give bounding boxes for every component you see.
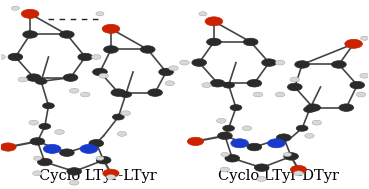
Circle shape: [113, 114, 124, 120]
Circle shape: [33, 171, 42, 176]
Circle shape: [93, 68, 107, 76]
Circle shape: [205, 17, 223, 26]
Circle shape: [345, 39, 362, 48]
Circle shape: [106, 175, 116, 180]
Circle shape: [223, 82, 234, 88]
Circle shape: [312, 120, 322, 125]
Circle shape: [96, 156, 104, 160]
Circle shape: [287, 83, 302, 91]
Circle shape: [78, 53, 93, 61]
Circle shape: [117, 132, 127, 136]
Circle shape: [247, 143, 262, 151]
Circle shape: [225, 155, 239, 162]
Circle shape: [111, 89, 126, 96]
Circle shape: [306, 104, 321, 111]
Circle shape: [243, 38, 258, 46]
Circle shape: [148, 89, 162, 96]
Circle shape: [67, 168, 82, 175]
Circle shape: [80, 144, 98, 153]
Circle shape: [284, 153, 299, 160]
Circle shape: [290, 77, 300, 82]
Circle shape: [63, 74, 78, 81]
Circle shape: [99, 73, 108, 78]
Circle shape: [69, 88, 79, 93]
Circle shape: [11, 6, 20, 10]
Circle shape: [275, 60, 285, 65]
Circle shape: [350, 81, 365, 89]
Circle shape: [42, 103, 54, 109]
Circle shape: [55, 130, 64, 134]
Circle shape: [290, 165, 307, 174]
Circle shape: [38, 158, 52, 166]
Circle shape: [210, 80, 225, 87]
Circle shape: [180, 60, 189, 65]
Circle shape: [102, 24, 120, 33]
Circle shape: [360, 73, 369, 78]
Circle shape: [80, 92, 90, 97]
Circle shape: [21, 9, 39, 18]
Circle shape: [247, 80, 262, 87]
Circle shape: [218, 132, 232, 139]
Circle shape: [192, 59, 207, 66]
Circle shape: [96, 156, 111, 164]
Circle shape: [18, 77, 28, 82]
Circle shape: [294, 171, 303, 176]
Circle shape: [202, 83, 211, 88]
Circle shape: [120, 91, 132, 98]
Circle shape: [242, 126, 252, 131]
Circle shape: [257, 177, 266, 181]
Circle shape: [283, 153, 292, 157]
Circle shape: [30, 138, 45, 145]
Circle shape: [275, 92, 285, 97]
Circle shape: [43, 144, 61, 153]
Circle shape: [92, 55, 101, 59]
Circle shape: [0, 143, 16, 151]
Circle shape: [276, 134, 291, 141]
Circle shape: [304, 107, 315, 112]
Circle shape: [230, 105, 242, 111]
Circle shape: [217, 118, 226, 123]
Circle shape: [253, 92, 263, 97]
Circle shape: [0, 55, 6, 59]
Circle shape: [59, 31, 74, 38]
Circle shape: [231, 139, 248, 148]
Circle shape: [356, 92, 366, 97]
Text: Cyclo LTyr-DTyr: Cyclo LTyr-DTyr: [218, 169, 339, 183]
Circle shape: [296, 125, 308, 131]
Circle shape: [34, 156, 41, 160]
Circle shape: [23, 31, 38, 38]
Circle shape: [35, 78, 47, 84]
Circle shape: [27, 74, 41, 81]
Circle shape: [39, 123, 51, 129]
Circle shape: [268, 139, 285, 148]
Circle shape: [169, 66, 178, 71]
Circle shape: [305, 133, 314, 138]
Circle shape: [140, 46, 155, 53]
Circle shape: [220, 167, 230, 172]
Text: Cyclo LTyr-LTyr: Cyclo LTyr-LTyr: [39, 169, 157, 183]
Circle shape: [89, 139, 104, 147]
Circle shape: [295, 61, 310, 68]
Circle shape: [331, 61, 346, 68]
Circle shape: [361, 36, 369, 40]
Circle shape: [223, 125, 234, 131]
Circle shape: [262, 59, 276, 66]
Circle shape: [199, 12, 207, 16]
Circle shape: [221, 153, 229, 157]
Circle shape: [165, 81, 175, 86]
Circle shape: [254, 164, 269, 171]
Circle shape: [104, 46, 118, 53]
Circle shape: [69, 180, 79, 185]
Circle shape: [8, 53, 23, 61]
Circle shape: [59, 149, 74, 156]
Circle shape: [29, 120, 38, 125]
Circle shape: [103, 169, 119, 177]
Circle shape: [159, 68, 173, 76]
Circle shape: [339, 104, 354, 111]
Circle shape: [207, 38, 221, 46]
Circle shape: [187, 137, 204, 146]
Circle shape: [96, 12, 104, 16]
Circle shape: [121, 111, 131, 116]
